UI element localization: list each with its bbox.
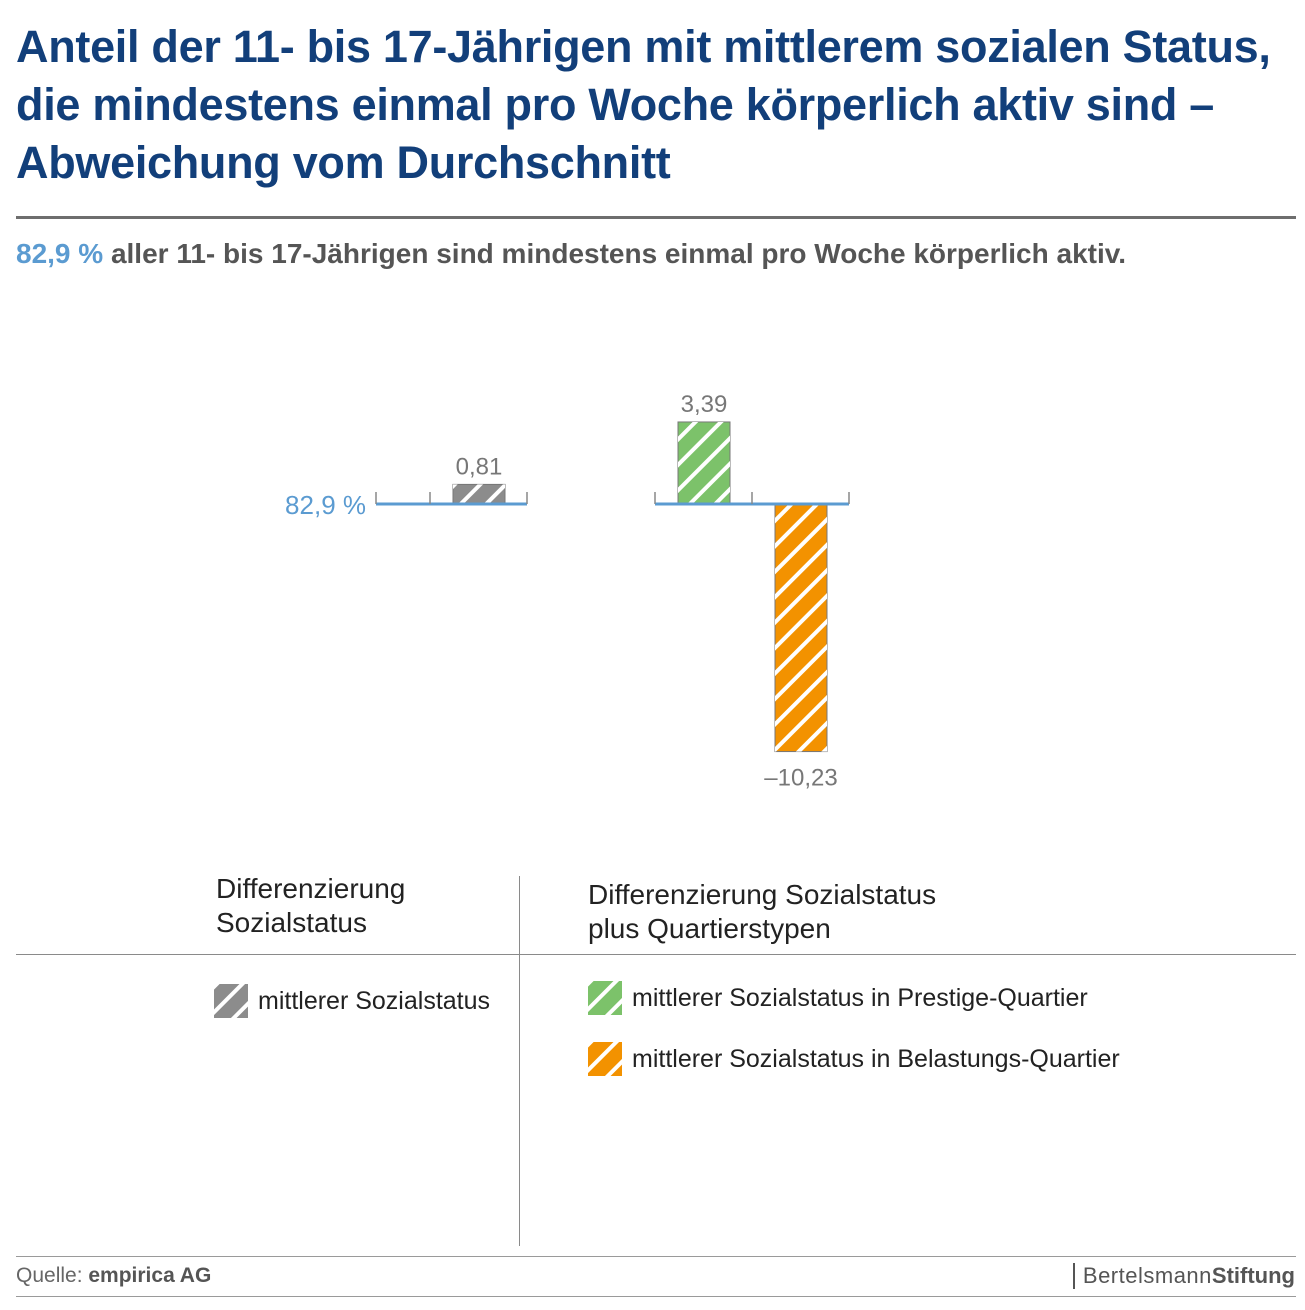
bar-hatch-0-0 — [453, 484, 505, 504]
legend-heading-1-line-1: Differenzierung — [216, 873, 406, 904]
legend-header-divider — [16, 954, 1296, 955]
title-line-3: Abweichung vom Durchschnitt — [16, 137, 671, 188]
subtitle-value: 82,9 % — [16, 238, 104, 269]
legend-swatch-green — [588, 981, 622, 1015]
bar-hatch-1-1 — [775, 504, 827, 752]
legend-item-green: mittlerer Sozialstatus in Prestige-Quart… — [588, 981, 1088, 1015]
bar-value-label-1-1: –10,23 — [764, 765, 837, 792]
source-prefix: Quelle: — [16, 1264, 89, 1287]
legend-label-green: mittlerer Sozialstatus in Prestige-Quart… — [632, 983, 1088, 1012]
legend-heading-1: Differenzierung Sozialstatus — [216, 872, 405, 940]
bar-chart: 82,9 % 0,81 3,39 –10,23 — [285, 391, 850, 792]
bar-value-label-1-0: 3,39 — [681, 391, 728, 418]
subtitle: 82,9 % aller 11- bis 17-Jährigen sind mi… — [16, 238, 1126, 270]
brand-logo: Bertelsmann Stiftung — [1072, 1263, 1295, 1289]
legend-column-divider — [519, 876, 520, 1246]
legend-swatch-gray — [214, 984, 248, 1018]
legend-heading-2: Differenzierung Sozialstatus plus Quarti… — [588, 878, 936, 946]
brand-part-2: Stiftung — [1211, 1263, 1295, 1288]
source-note: Quelle: empirica AG — [16, 1264, 211, 1288]
brand-part-1: Bertelsmann — [1082, 1263, 1212, 1288]
bar-value-label-0-0: 0,81 — [456, 453, 503, 480]
title-line-2: die mindestens einmal pro Woche körperli… — [16, 79, 1215, 130]
chart-title: Anteil der 11- bis 17-Jährigen mit mittl… — [16, 18, 1286, 192]
source-name: empirica AG — [88, 1264, 212, 1287]
legend-heading-2-line-1: Differenzierung Sozialstatus — [588, 879, 937, 910]
subtitle-text: aller 11- bis 17-Jährigen sind mindesten… — [103, 238, 1127, 269]
legend-heading-1-line-2: Sozialstatus — [216, 907, 367, 938]
baseline-label: 82,9 % — [285, 490, 366, 520]
bar-hatch-1-0 — [678, 421, 730, 504]
brand-bar — [1072, 1263, 1075, 1289]
title-line-1: Anteil der 11- bis 17-Jährigen mit mittl… — [16, 21, 1271, 72]
legend-label-orange: mittlerer Sozialstatus in Belastungs-Qua… — [632, 1044, 1120, 1073]
legend-item-gray: mittlerer Sozialstatus — [214, 984, 490, 1018]
legend-item-orange: mittlerer Sozialstatus in Belastungs-Qua… — [588, 1042, 1120, 1076]
footer-divider — [16, 1256, 1296, 1257]
title-divider — [16, 216, 1296, 219]
legend-heading-2-line-2: plus Quartierstypen — [588, 913, 831, 944]
legend-label-gray: mittlerer Sozialstatus — [258, 986, 491, 1015]
footer-bottom-rule — [16, 1296, 1296, 1297]
legend-swatch-orange — [588, 1042, 622, 1076]
